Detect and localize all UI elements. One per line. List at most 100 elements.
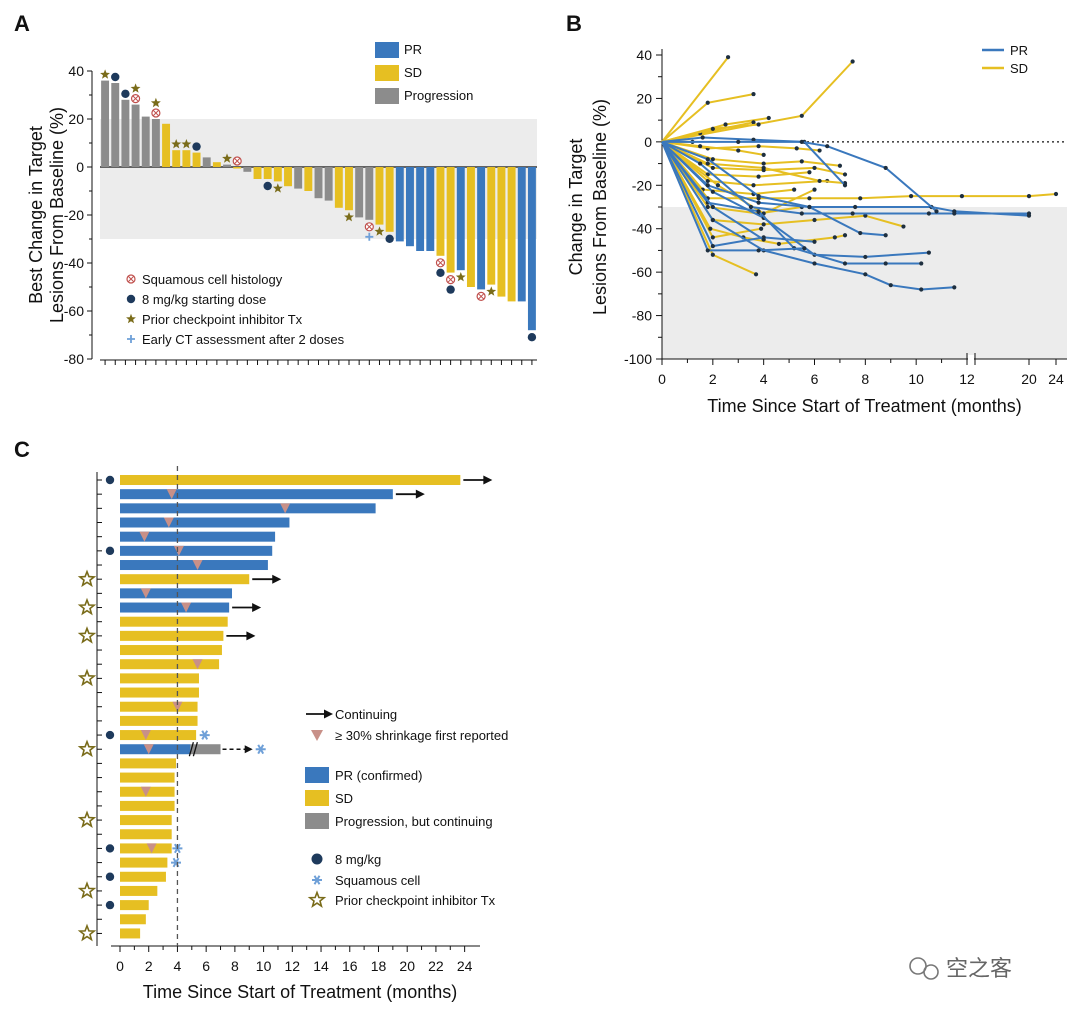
y-tick-label: 0 <box>644 134 652 150</box>
series-point <box>748 204 754 210</box>
y-tick-label: -40 <box>64 255 84 271</box>
swimmer-bar <box>120 815 172 826</box>
bar <box>334 167 343 208</box>
series-point <box>888 283 893 288</box>
swimmer-bar <box>120 730 197 741</box>
dose-marker <box>105 546 115 556</box>
series-point <box>710 243 715 249</box>
series-line-pr <box>661 141 955 291</box>
series-line-pr <box>661 141 805 252</box>
series-point <box>705 161 710 166</box>
dose-marker <box>436 268 445 277</box>
legend-shrinkage-label: ≥ 30% shrinkage first reported <box>335 728 508 743</box>
continuing-arrow-head <box>483 475 493 485</box>
series-line-pr <box>661 141 815 248</box>
squamous-marker-x <box>152 110 159 116</box>
y-tick-label: 20 <box>68 111 84 127</box>
series-point <box>812 239 817 244</box>
legend-label-pr: PR (confirmed) <box>335 768 422 783</box>
series-line-pr <box>661 140 886 237</box>
series-point <box>883 165 888 171</box>
legend-continuing-label: Continuing <box>335 707 397 722</box>
squamous-asterisk <box>171 857 181 868</box>
checkpoint-star-marker <box>77 597 97 616</box>
swimmer-bar <box>120 843 172 854</box>
bar <box>436 167 445 256</box>
series-point <box>766 115 771 121</box>
series-point <box>799 211 804 216</box>
series-point <box>736 148 741 153</box>
shrinkage-triangle <box>143 744 154 755</box>
series-point <box>858 230 863 236</box>
series-point <box>710 126 715 131</box>
series-point <box>723 122 728 127</box>
checkpoint-star-marker <box>272 183 283 193</box>
swimmer-bar <box>120 914 146 925</box>
bar <box>131 104 140 167</box>
x-tick-label: 12 <box>285 958 301 974</box>
dose-marker <box>385 234 394 243</box>
x-tick-label: 10 <box>256 958 272 974</box>
legend-swatch-sd <box>375 65 399 81</box>
checkpoint-star-marker <box>171 139 182 149</box>
checkpoint-star-marker <box>455 272 466 282</box>
series-line-pr <box>661 141 929 258</box>
x-tick-label: 16 <box>342 958 358 974</box>
bar <box>273 167 282 182</box>
watermark: 空之客 <box>909 957 1012 982</box>
shrinkage-triangle <box>192 659 203 670</box>
bar <box>304 167 313 191</box>
dose-marker <box>105 872 115 881</box>
panel-a-chart: -80 -60 -40 -20 0 20 40 Best Change in Target Le… <box>26 42 537 367</box>
series-point <box>817 148 822 153</box>
bar <box>162 123 171 167</box>
bar <box>172 150 181 167</box>
series-line-sd <box>661 141 828 187</box>
dose-marker <box>121 89 130 99</box>
series-point <box>698 144 703 149</box>
x-tick-label: 6 <box>811 371 819 387</box>
squamous-marker-x <box>478 293 485 300</box>
legend-continuing-arrow-head <box>324 709 333 719</box>
bar <box>487 167 496 285</box>
bar <box>385 167 394 232</box>
x-tick-label: 8 <box>861 371 869 387</box>
bar <box>517 167 526 302</box>
legend-shrinkage-triangle <box>311 730 323 741</box>
legend-checkpoint-label: Prior checkpoint inhibitor Tx <box>335 893 496 908</box>
swimmer-bar <box>120 503 376 514</box>
legend-dose-marker <box>126 294 136 304</box>
series-line-sd <box>661 141 810 178</box>
series-point <box>705 183 710 188</box>
y-tick-label: 40 <box>68 63 84 79</box>
x-tick-label: 20 <box>1021 371 1037 387</box>
panel-b-label: B <box>566 11 582 36</box>
bar <box>477 167 486 290</box>
series-point <box>756 174 761 179</box>
series-point <box>858 196 863 201</box>
bar <box>263 167 272 179</box>
y-tick-label: -80 <box>64 351 84 367</box>
series-line-pr <box>661 141 1030 217</box>
bar <box>527 167 536 331</box>
series-point <box>837 163 843 168</box>
y-axis-title: Best Change in Target <box>26 126 46 304</box>
legend-checkpoint-star <box>307 890 327 908</box>
x-tick-label: 4 <box>760 371 768 387</box>
series-point <box>705 204 710 210</box>
x-tick-label: 12 <box>959 371 975 387</box>
series-point <box>842 261 848 266</box>
y-axis-title-line2: Lesions From Baseline (%) <box>47 107 67 323</box>
series-point <box>812 217 817 223</box>
checkpoint-star-marker <box>130 83 141 93</box>
series-point <box>901 224 906 229</box>
series-line-pr <box>662 140 938 213</box>
swimmer-bar <box>120 715 198 726</box>
series-point <box>776 241 782 247</box>
bar <box>375 167 384 225</box>
bar <box>141 116 150 167</box>
series-point <box>710 189 715 194</box>
y-tick-label: 0 <box>76 159 84 175</box>
continuing-arrow-head <box>415 489 425 499</box>
